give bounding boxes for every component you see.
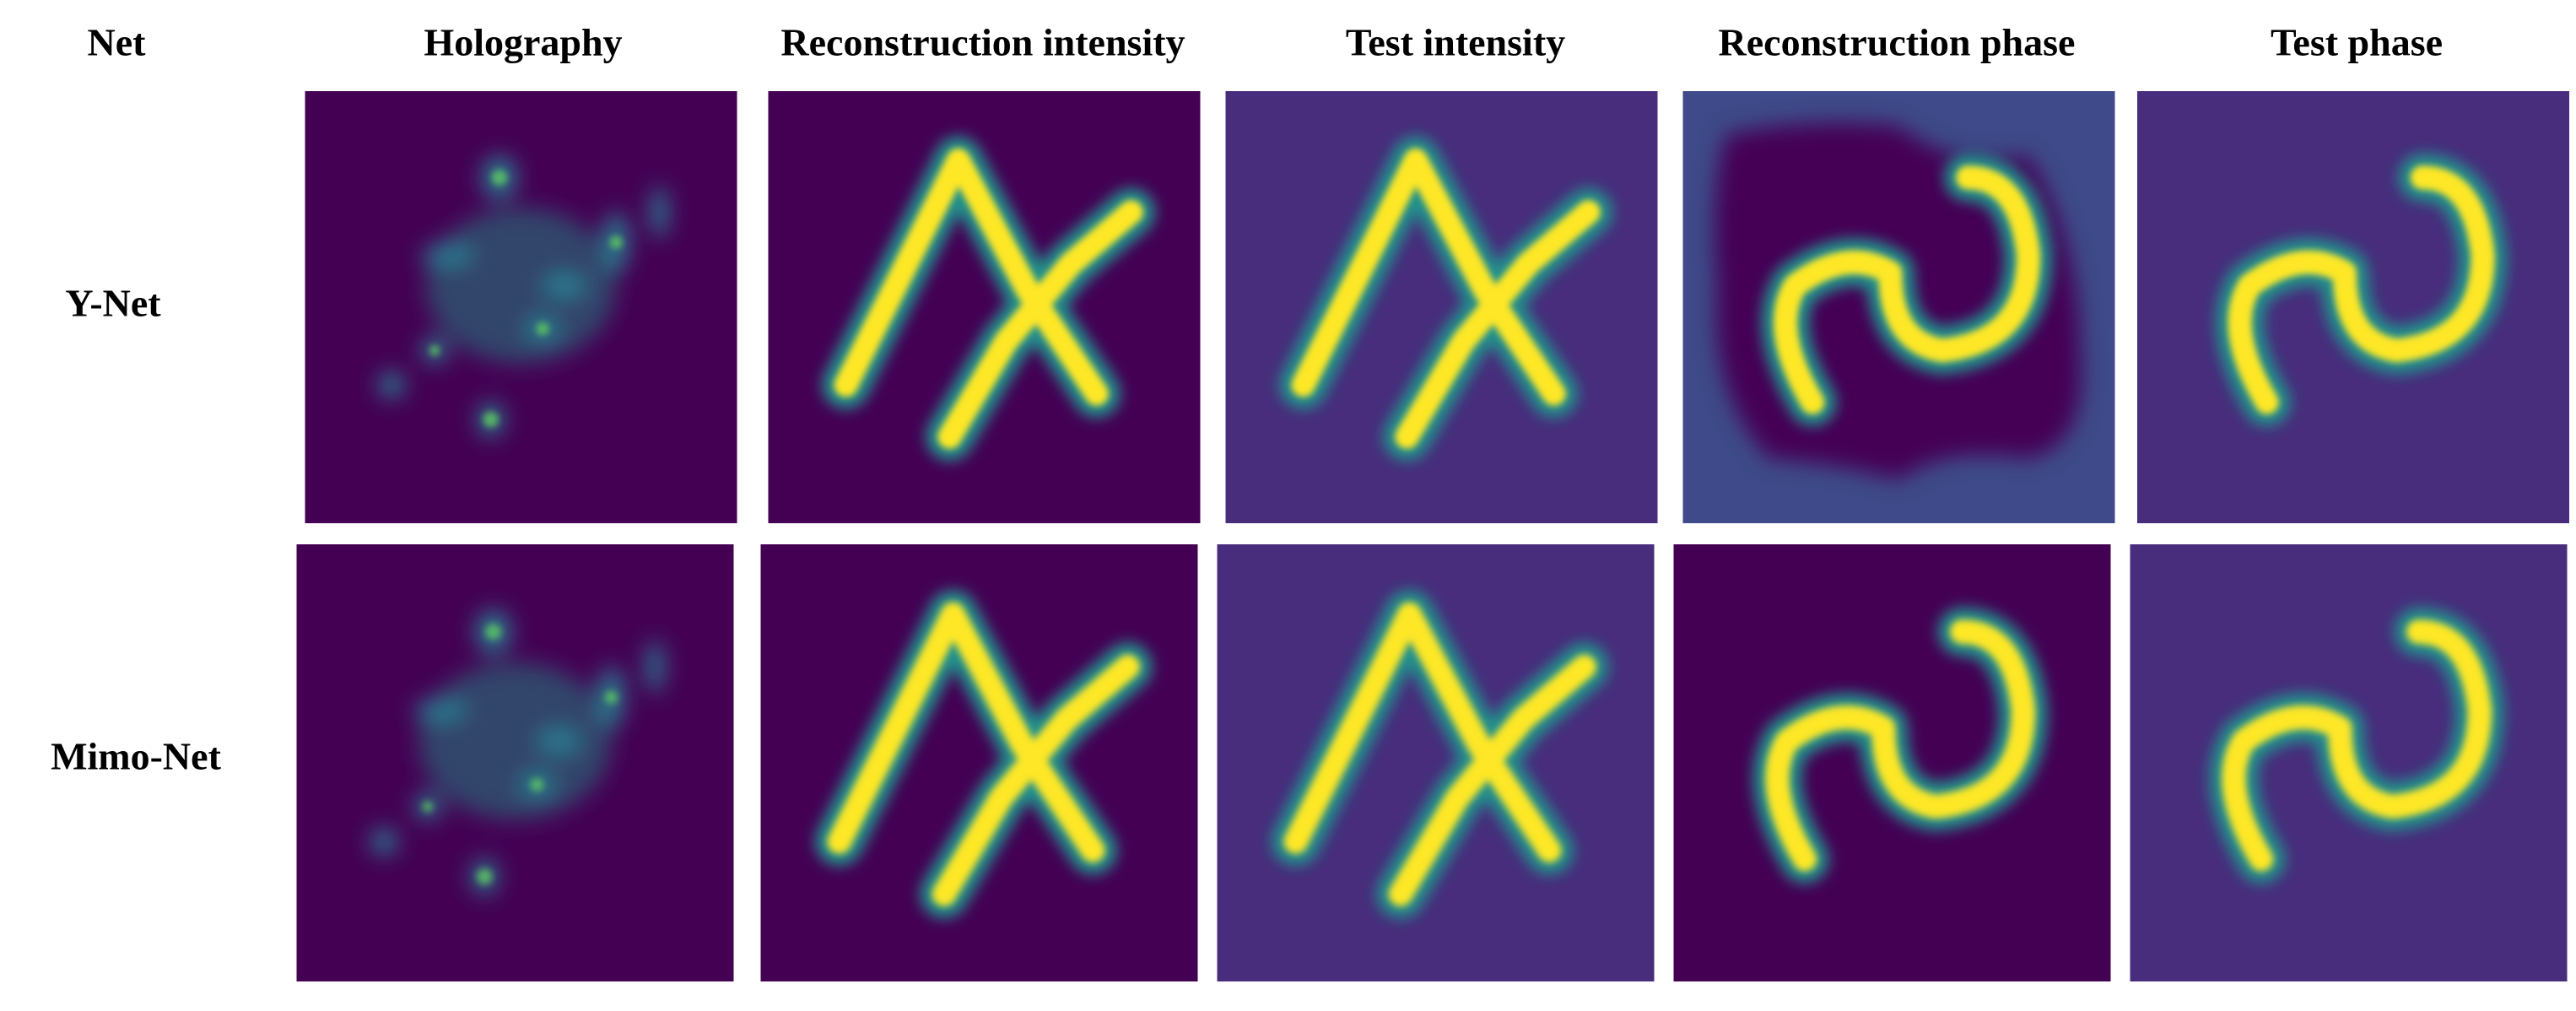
reconstruction-phase-image <box>1673 544 2111 981</box>
row-label: Y-Net <box>65 282 161 325</box>
column-header: Test intensity <box>1346 21 1565 64</box>
reconstruction-intensity-image <box>768 91 1201 523</box>
column-headers: Net Holography Reconstruction intensity … <box>88 21 2444 64</box>
row-panels <box>297 544 2568 981</box>
column-header: Reconstruction phase <box>1719 21 2076 64</box>
test-phase-image <box>2137 91 2569 523</box>
column-header: Holography <box>424 21 622 64</box>
reconstruction-phase-image <box>1682 91 2115 523</box>
holography-image <box>297 544 734 981</box>
holography-image <box>305 91 737 523</box>
column-header: Reconstruction intensity <box>780 21 1185 64</box>
test-phase-image <box>2130 544 2568 981</box>
row-panels <box>305 91 2569 523</box>
test-intensity-image <box>1217 544 1655 981</box>
row-label: Mimo-Net <box>51 735 221 778</box>
column-header: Test phase <box>2271 21 2443 64</box>
column-header: Net <box>88 21 147 64</box>
reconstruction-intensity-image <box>760 544 1198 981</box>
test-intensity-image <box>1225 91 1658 523</box>
